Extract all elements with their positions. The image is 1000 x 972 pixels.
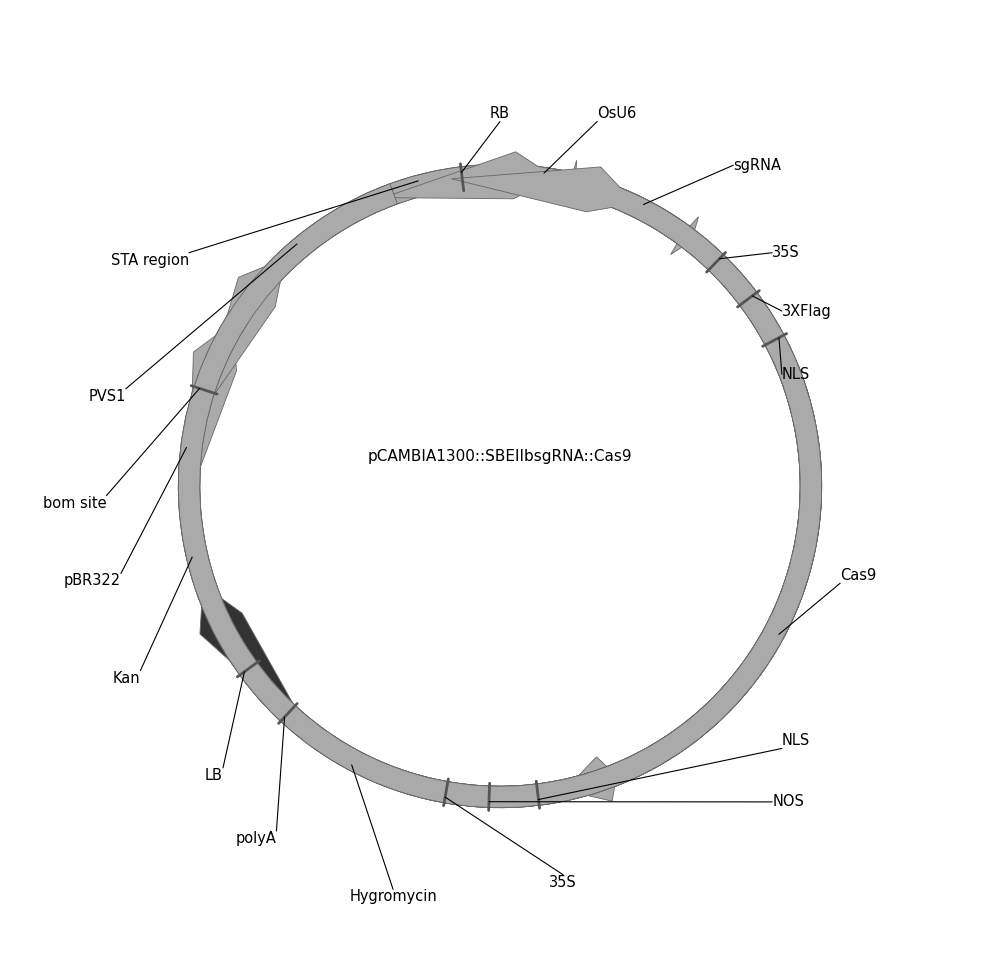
Text: PVS1: PVS1: [88, 389, 126, 403]
Text: 3XFlag: 3XFlag: [782, 303, 832, 319]
Polygon shape: [521, 160, 577, 206]
Text: NLS: NLS: [782, 366, 810, 382]
Text: Hygromycin: Hygromycin: [349, 889, 437, 904]
Polygon shape: [178, 164, 822, 808]
Text: RB: RB: [490, 107, 510, 122]
Text: STA region: STA region: [111, 253, 189, 267]
Text: polyA: polyA: [236, 831, 276, 846]
Text: Kan: Kan: [113, 671, 140, 685]
Text: 35S: 35S: [549, 875, 577, 889]
Polygon shape: [178, 167, 822, 808]
Text: NOS: NOS: [772, 794, 804, 810]
Polygon shape: [178, 152, 822, 808]
Text: bom site: bom site: [43, 496, 106, 510]
Text: LB: LB: [205, 768, 223, 782]
Polygon shape: [189, 164, 822, 808]
Polygon shape: [565, 365, 822, 801]
Text: sgRNA: sgRNA: [733, 157, 781, 173]
Text: pBR322: pBR322: [64, 573, 121, 588]
Text: 35S: 35S: [772, 245, 800, 260]
Text: NLS: NLS: [782, 734, 810, 748]
Polygon shape: [178, 164, 822, 808]
Text: Cas9: Cas9: [840, 569, 876, 583]
Text: OsU6: OsU6: [597, 107, 636, 122]
Polygon shape: [588, 178, 699, 255]
Text: pCAMBIA1300::SBEIIbsgRNA::Cas9: pCAMBIA1300::SBEIIbsgRNA::Cas9: [368, 449, 632, 465]
